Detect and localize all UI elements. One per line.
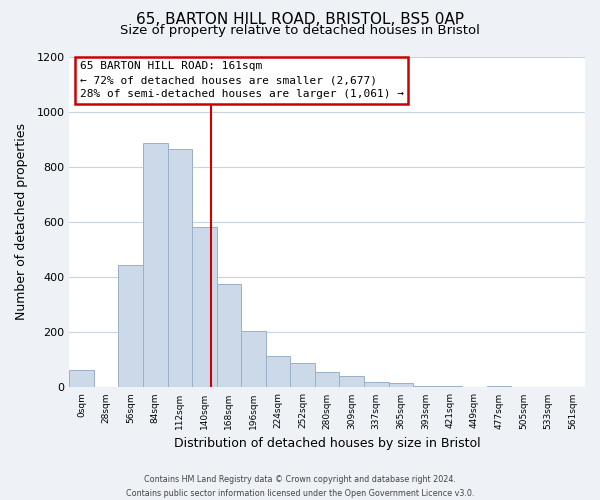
- Bar: [167, 149, 192, 388]
- Bar: [413, 386, 437, 388]
- Bar: [266, 356, 290, 388]
- Bar: [70, 370, 94, 388]
- Bar: [217, 284, 241, 388]
- Bar: [340, 376, 364, 388]
- Bar: [118, 264, 143, 388]
- Bar: [364, 382, 389, 388]
- Bar: [437, 386, 462, 388]
- Bar: [241, 331, 266, 388]
- Text: Size of property relative to detached houses in Bristol: Size of property relative to detached ho…: [120, 24, 480, 37]
- Text: 65, BARTON HILL ROAD, BRISTOL, BS5 0AP: 65, BARTON HILL ROAD, BRISTOL, BS5 0AP: [136, 12, 464, 28]
- Text: Contains HM Land Registry data © Crown copyright and database right 2024.
Contai: Contains HM Land Registry data © Crown c…: [126, 476, 474, 498]
- Text: 65 BARTON HILL ROAD: 161sqm
← 72% of detached houses are smaller (2,677)
28% of : 65 BARTON HILL ROAD: 161sqm ← 72% of det…: [80, 62, 404, 100]
- Bar: [290, 362, 315, 388]
- Y-axis label: Number of detached properties: Number of detached properties: [15, 124, 28, 320]
- Bar: [192, 228, 217, 388]
- Bar: [143, 144, 167, 388]
- Bar: [315, 372, 340, 388]
- Bar: [487, 386, 511, 388]
- X-axis label: Distribution of detached houses by size in Bristol: Distribution of detached houses by size …: [174, 437, 481, 450]
- Bar: [389, 384, 413, 388]
